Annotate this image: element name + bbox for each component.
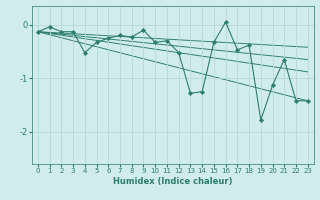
X-axis label: Humidex (Indice chaleur): Humidex (Indice chaleur): [113, 177, 233, 186]
